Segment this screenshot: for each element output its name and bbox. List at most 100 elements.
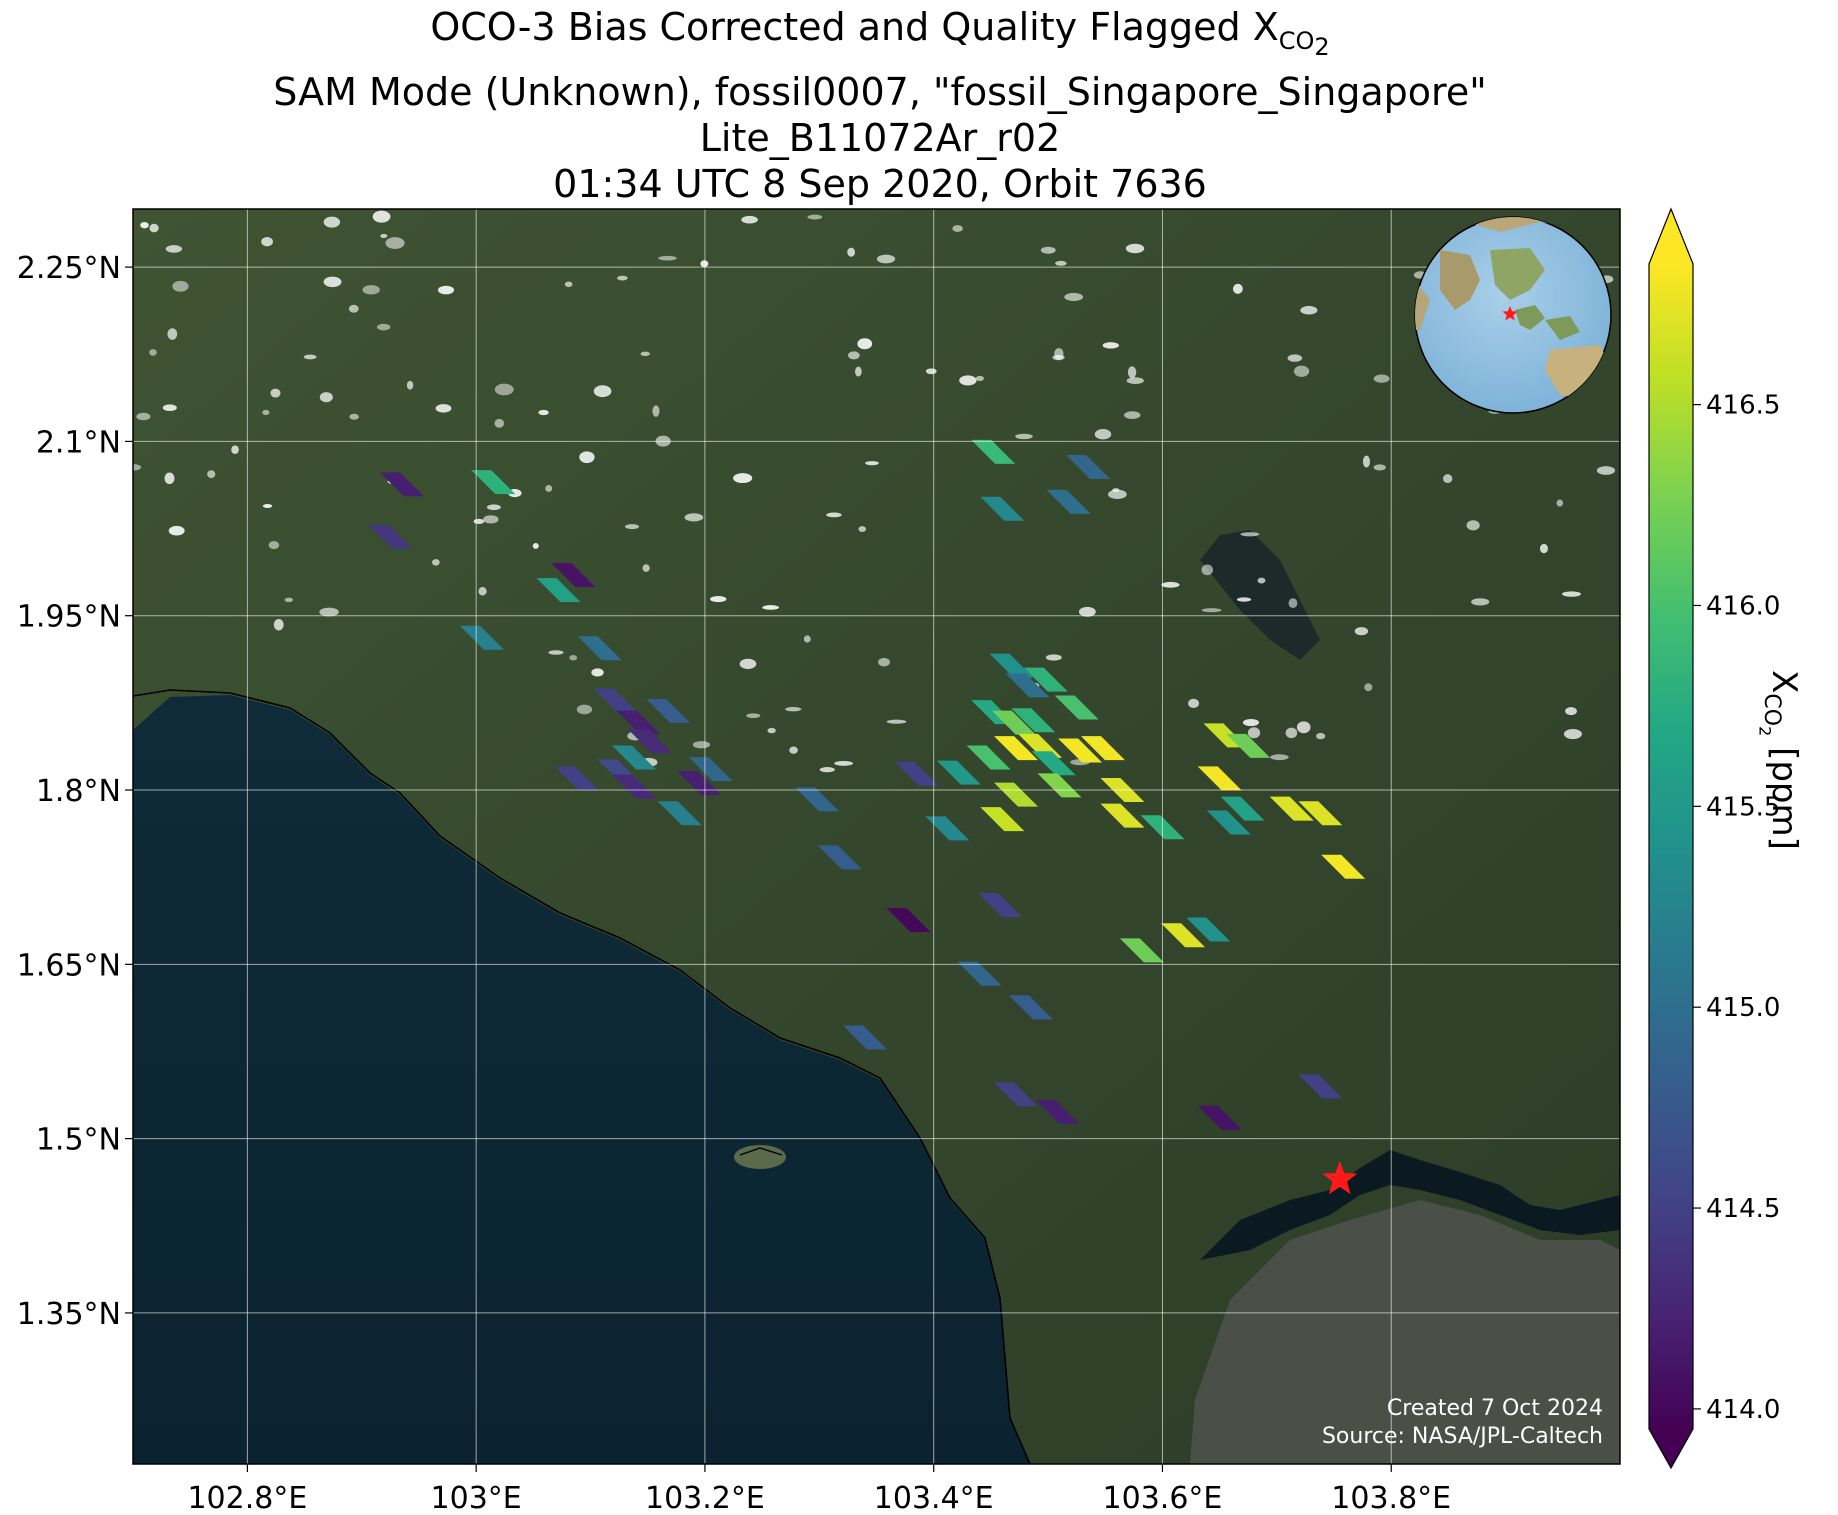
cloud bbox=[847, 247, 856, 257]
cloud bbox=[1565, 707, 1577, 716]
sounding-footprint bbox=[957, 961, 1002, 986]
cloud bbox=[133, 464, 142, 471]
cloud bbox=[284, 597, 294, 603]
sounding-footprint bbox=[991, 710, 1036, 735]
sounding-footprint bbox=[368, 524, 413, 549]
cloud bbox=[1247, 727, 1261, 739]
cloud bbox=[1596, 466, 1616, 475]
cloud bbox=[1362, 455, 1371, 468]
x-tick-label: 103.2°E bbox=[645, 1481, 765, 1515]
cloud bbox=[640, 351, 650, 357]
colorbar-label: XCO2 [ppm] bbox=[1755, 670, 1805, 850]
sounding-footprint bbox=[980, 807, 1025, 832]
cloud bbox=[376, 323, 391, 331]
cloud bbox=[1078, 606, 1096, 617]
cloud bbox=[593, 385, 612, 398]
sounding-footprint bbox=[1298, 1074, 1343, 1099]
sounding-footprint bbox=[554, 766, 599, 791]
cloud bbox=[739, 658, 757, 670]
cloud bbox=[385, 237, 405, 249]
cloud bbox=[261, 236, 273, 247]
cloud bbox=[803, 635, 811, 643]
colorbar-tick-label: 414.5 bbox=[1706, 1194, 1780, 1224]
sounding-footprint bbox=[551, 563, 596, 588]
cloud bbox=[1296, 721, 1311, 734]
y-axis-ticks: 2.25°N 2.1°N 1.95°N 1.8°N 1.65°N 1.5°N 1.35°N bbox=[17, 251, 133, 1332]
sounding-footprint bbox=[612, 774, 657, 799]
colorbar-tick-label: 415.5 bbox=[1706, 792, 1780, 822]
cloud bbox=[1354, 627, 1369, 636]
colorbar-extend-low bbox=[1649, 1429, 1693, 1468]
sounding-footprint bbox=[843, 1025, 888, 1050]
cloud bbox=[826, 512, 842, 518]
cloud bbox=[625, 524, 639, 530]
sounding-footprint bbox=[536, 578, 581, 603]
sounding-footprint bbox=[459, 625, 504, 650]
cloud bbox=[1293, 365, 1310, 377]
cloud bbox=[538, 409, 549, 416]
sounding-footprint bbox=[925, 816, 970, 841]
cloud bbox=[1124, 411, 1141, 419]
sounding-footprint bbox=[1206, 810, 1251, 835]
cloud bbox=[172, 280, 189, 292]
cloud bbox=[952, 225, 963, 232]
cloud bbox=[1055, 260, 1067, 266]
cloud bbox=[140, 221, 149, 229]
y-tick-label: 1.8°N bbox=[36, 774, 121, 809]
sounding-footprint bbox=[817, 845, 862, 870]
cloud bbox=[642, 564, 650, 572]
basemap bbox=[133, 209, 1620, 1464]
sounding-footprint bbox=[1035, 1099, 1080, 1124]
cloud bbox=[746, 713, 761, 719]
cloud bbox=[1201, 608, 1222, 613]
sounding-footprint bbox=[1161, 923, 1206, 948]
cloud bbox=[789, 746, 798, 754]
cloud bbox=[268, 541, 280, 550]
cloud bbox=[1300, 305, 1318, 315]
cloud bbox=[1094, 429, 1112, 440]
island-small bbox=[734, 1145, 786, 1169]
sounding-footprint bbox=[966, 745, 1011, 770]
x-axis-ticks: 102.8°E 103°E 103.2°E 103.4°E 103.6°E 103.8°E bbox=[187, 1464, 1451, 1515]
y-tick-label: 2.25°N bbox=[17, 251, 121, 286]
cloud bbox=[1236, 597, 1252, 602]
johor-strait bbox=[1200, 1150, 1620, 1260]
y-tick-label: 1.35°N bbox=[17, 1297, 121, 1332]
cloud bbox=[1471, 598, 1490, 606]
sounding-footprint bbox=[657, 801, 702, 826]
cloud bbox=[1287, 354, 1303, 362]
cloud bbox=[1188, 698, 1200, 708]
sounding-footprint bbox=[971, 439, 1016, 464]
cloud bbox=[494, 383, 514, 396]
y-tick-label: 2.1°N bbox=[36, 425, 121, 460]
cloud bbox=[262, 409, 270, 416]
cloud bbox=[1561, 591, 1581, 597]
sounding-footprint bbox=[989, 653, 1034, 678]
x-tick-label: 103.8°E bbox=[1331, 1481, 1451, 1515]
sounding-footprint bbox=[795, 787, 840, 812]
cloud bbox=[494, 418, 505, 428]
sounding-footprint bbox=[1186, 917, 1231, 942]
cloud bbox=[1316, 732, 1326, 740]
cloud bbox=[1064, 292, 1084, 302]
cloud bbox=[1556, 499, 1564, 507]
y-tick-label: 1.95°N bbox=[17, 600, 121, 635]
sounding-footprint bbox=[1008, 995, 1053, 1020]
cloud bbox=[545, 485, 553, 492]
source-credit: Source: NASA/JPL-Caltech bbox=[1321, 1424, 1603, 1449]
cloud bbox=[886, 719, 907, 724]
cloud bbox=[1015, 433, 1033, 440]
cloud bbox=[532, 543, 539, 549]
sounding-footprint bbox=[593, 688, 638, 713]
sounding-footprint bbox=[936, 760, 981, 785]
title-subsubscript: 2 bbox=[1314, 32, 1330, 61]
cloud bbox=[591, 668, 604, 677]
title-line-3: Lite_B11072Ar_r02 bbox=[699, 116, 1061, 161]
cloud bbox=[1201, 564, 1214, 576]
cloud bbox=[548, 650, 564, 655]
cloud bbox=[876, 254, 896, 264]
cloud bbox=[857, 338, 873, 350]
y-tick-label: 1.65°N bbox=[17, 948, 121, 983]
sounding-footprint bbox=[994, 736, 1039, 761]
